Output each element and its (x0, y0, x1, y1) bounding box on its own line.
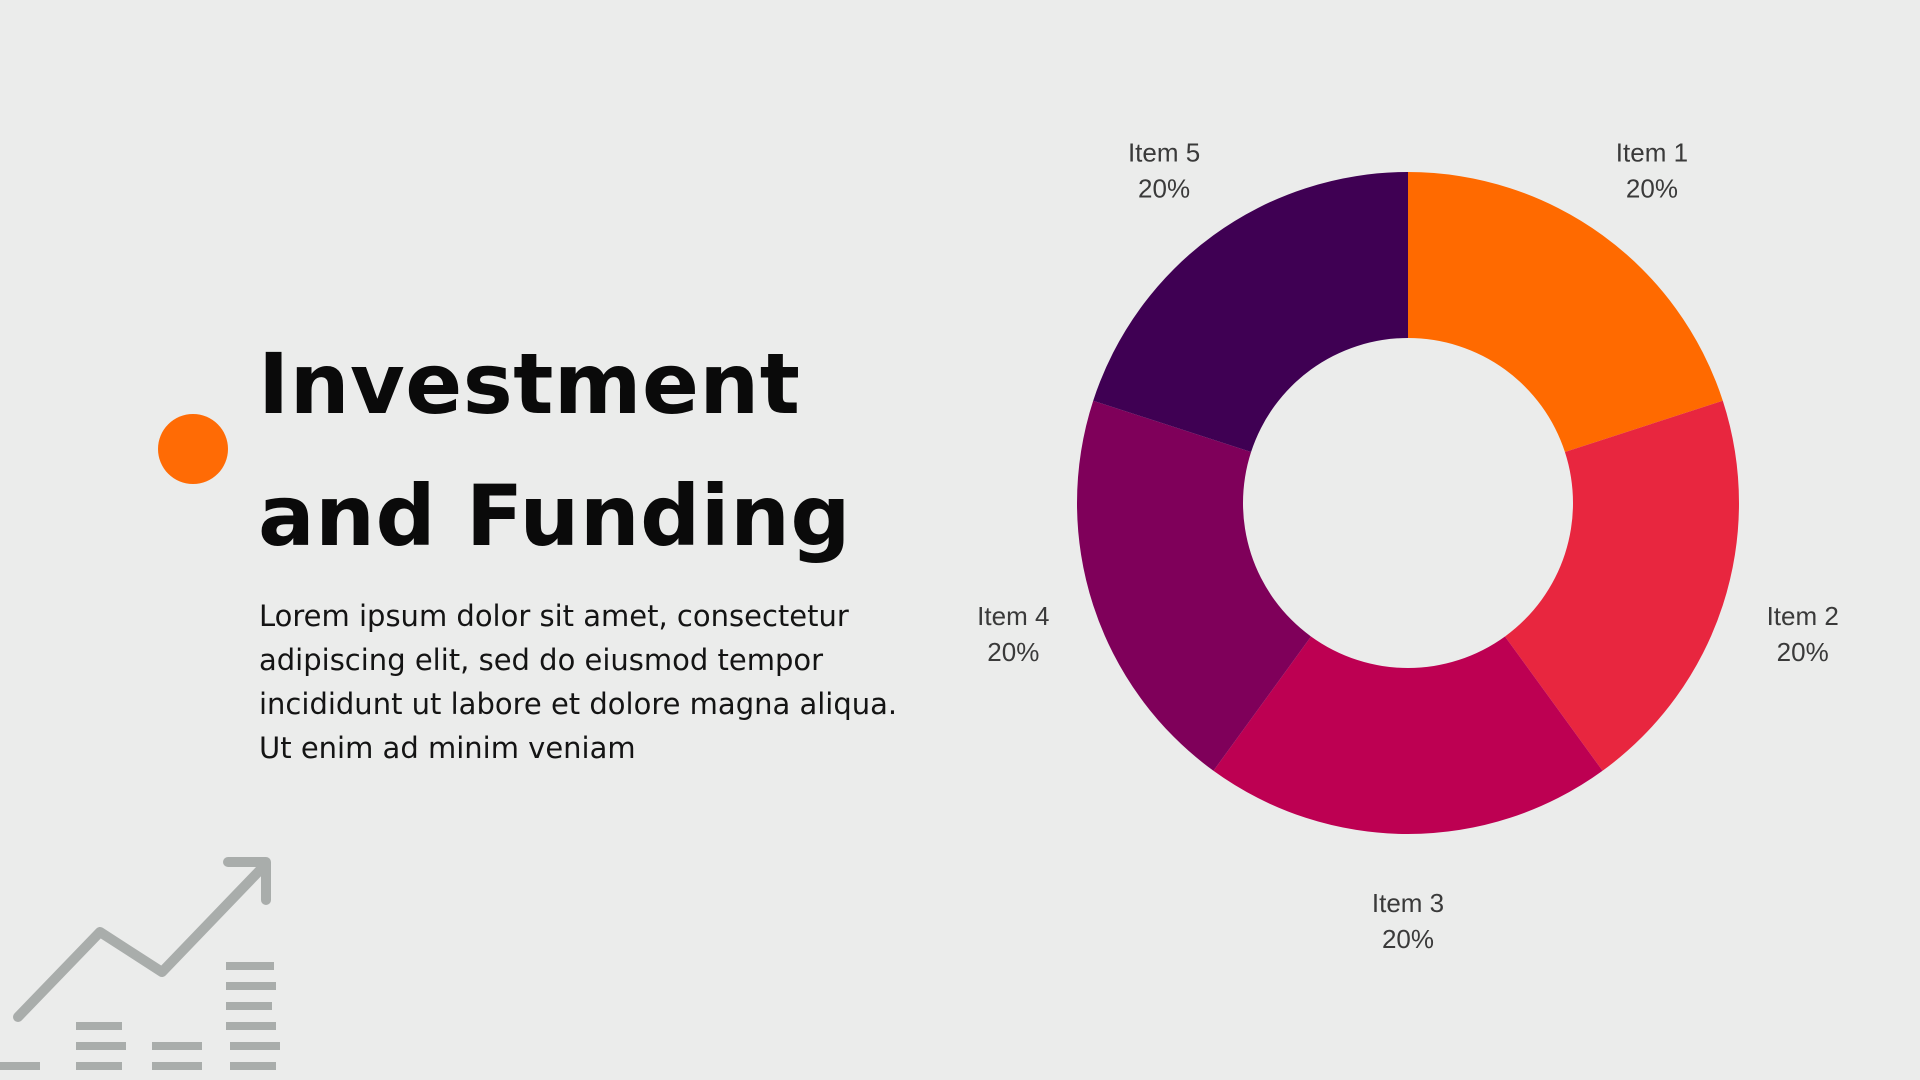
bar-segment (230, 1042, 280, 1050)
stacked-bars (0, 962, 280, 1070)
slice-label-value-5: 20% (1138, 173, 1190, 203)
growth-chart-arrow-icon (0, 857, 280, 1070)
body-line-4: Ut enim ad minim veniam (259, 731, 636, 765)
trend-arrowhead (223, 857, 271, 905)
body-line-3: incididunt ut labore et dolore magna ali… (259, 687, 898, 721)
slice-labels: Item 1 20% Item 2 20% Item 3 20% Item 4 20% Item… (977, 137, 1839, 954)
donut-slice-5 (1093, 172, 1408, 453)
page-title: Investment and Funding (258, 318, 978, 582)
bar-segment (226, 1022, 276, 1030)
donut-slice-2 (1504, 400, 1739, 771)
trend-line (13, 863, 267, 1022)
donut-slice-4 (1077, 400, 1312, 771)
donut-slice-1 (1408, 172, 1723, 453)
bar-segment (152, 1042, 202, 1050)
donut-slice-3 (1213, 636, 1603, 835)
slice-label-name-1: Item 1 (1616, 137, 1688, 167)
slice-label-value-1: 20% (1626, 173, 1678, 203)
slice-label-value-3: 20% (1382, 924, 1434, 954)
body-line-2: adipiscing elit, sed do eiusmod tempor (259, 643, 824, 677)
body-paragraph: Lorem ipsum dolor sit amet, consectetur … (259, 594, 979, 770)
title-line-1: Investment (258, 335, 801, 433)
bar-segment (230, 1062, 276, 1070)
donut-slices (1077, 172, 1739, 835)
slice-label-value-4: 20% (987, 637, 1039, 667)
body-line-1: Lorem ipsum dolor sit amet, consectetur (259, 599, 849, 633)
title-line-2: and Funding (258, 467, 852, 565)
slice-label-name-3: Item 3 (1372, 888, 1444, 918)
slice-label-name-4: Item 4 (977, 601, 1049, 631)
slice-label-name-2: Item 2 (1767, 601, 1839, 631)
bar-segment (152, 1062, 202, 1070)
bar-segment (76, 1042, 126, 1050)
bar-segment (76, 1022, 122, 1030)
bar-segment (0, 1062, 40, 1070)
bar-segment (76, 1062, 122, 1070)
slice-label-name-5: Item 5 (1128, 137, 1200, 167)
bar-segment (226, 982, 276, 990)
slice-label-value-2: 20% (1777, 637, 1829, 667)
bar-segment (226, 962, 274, 970)
bar-segment (226, 1002, 272, 1010)
accent-dot (158, 414, 228, 484)
